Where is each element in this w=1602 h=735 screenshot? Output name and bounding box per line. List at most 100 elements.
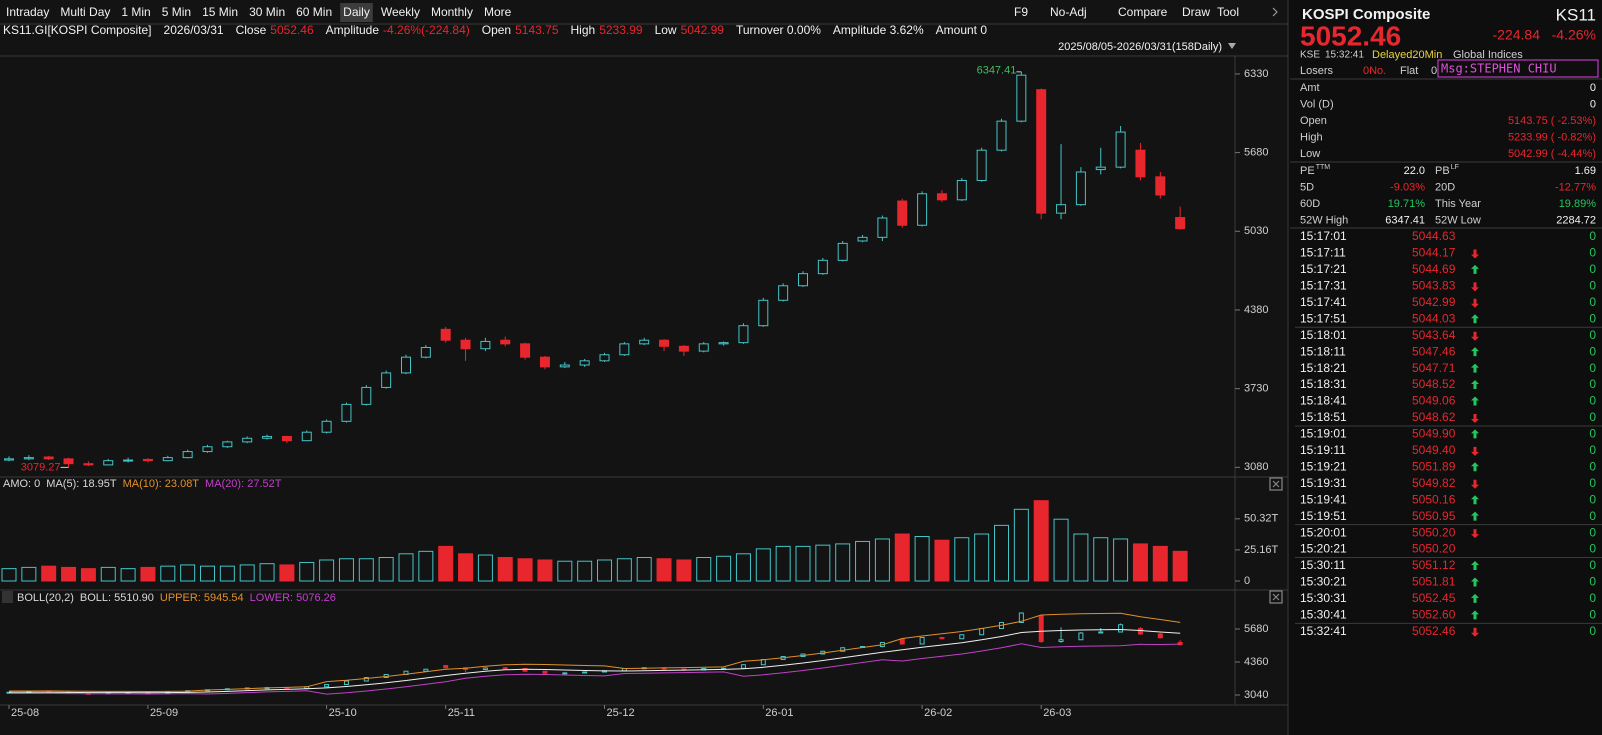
y-tick-label: 3080 [1244, 461, 1268, 473]
tick-vol: 0 [1589, 608, 1596, 622]
stat-label: 60D [1300, 198, 1320, 210]
arrow-up [1471, 264, 1479, 274]
candle-body [678, 345, 689, 352]
tick-price: 5052.45 [1412, 591, 1456, 605]
candle-body [4, 458, 14, 461]
stat-label: PB [1435, 165, 1450, 177]
toolbar-button[interactable]: Draw [1182, 5, 1210, 19]
toolbar-button[interactable]: Compare [1118, 5, 1168, 19]
toolbar-button[interactable]: Weekly [381, 5, 420, 19]
y-tick-label: 4360 [1244, 656, 1268, 668]
volume-bar [914, 536, 930, 582]
range-dropdown[interactable] [1228, 43, 1236, 49]
toolbar-button[interactable]: F9 [1014, 5, 1028, 19]
toolbar-button[interactable]: 60 Min [296, 5, 332, 19]
tick-price: 5049.06 [1412, 394, 1456, 408]
toolbar-button[interactable]: 5 Min [162, 5, 191, 19]
candle-body [539, 356, 550, 368]
arrow-up [1471, 561, 1479, 570]
toolbar-button[interactable]: Monthly [431, 5, 473, 19]
volume-bar [200, 565, 215, 582]
tick-price: 5047.46 [1412, 344, 1456, 358]
candle-body [562, 672, 568, 675]
toolbar-button[interactable]: Intraday [6, 5, 49, 19]
candle-body [919, 637, 925, 645]
candle-body [500, 339, 511, 345]
y-tick-label: 3040 [1244, 689, 1268, 701]
y-tick-label: 5030 [1244, 225, 1268, 237]
legend-item: BOLL: 5510.90 [80, 592, 154, 604]
exchange: KSE [1300, 50, 1320, 61]
tick-price: 5049.90 [1412, 427, 1456, 441]
stat-value: 6347.41 [1385, 214, 1425, 226]
tick-vol: 0 [1589, 575, 1596, 589]
toolbar-button[interactable]: No-Adj [1050, 5, 1087, 19]
stat-value: 22.0 [1404, 165, 1425, 177]
volume-bar [557, 560, 573, 582]
candle-body [242, 437, 253, 443]
volume-bar [299, 561, 315, 582]
delay: Delayed20Min [1372, 49, 1442, 61]
volume-bar [180, 564, 196, 582]
volume-bar [855, 540, 871, 582]
toolbar-button[interactable]: 15 Min [202, 5, 238, 19]
close-icons [1269, 477, 1283, 604]
tick-price: 5047.71 [1412, 361, 1456, 375]
volume-bar [219, 565, 235, 582]
x-tick-label: 26-01 [765, 707, 793, 719]
toolbar-button[interactable]: 1 Min [121, 5, 150, 19]
tick-price: 5049.82 [1412, 476, 1456, 490]
candle-body [659, 339, 670, 347]
candle-body [482, 667, 488, 670]
candle-body [959, 634, 965, 640]
losers-label: Losers [1300, 65, 1334, 77]
global-link[interactable]: Global Indices [1453, 49, 1523, 61]
tick-time: 15:17:41 [1300, 295, 1347, 309]
candle-body [522, 668, 528, 672]
x-tick-label: 26-03 [1043, 707, 1071, 719]
candle-body [917, 193, 928, 226]
tick-time: 15:30:11 [1300, 558, 1346, 572]
y-tick-label: 5680 [1244, 623, 1268, 635]
tick-vol: 0 [1589, 344, 1596, 358]
candle-body [281, 435, 292, 442]
tick-time: 15:19:51 [1300, 509, 1347, 523]
y-tick-label: 0 [1244, 575, 1250, 587]
candle-body [520, 343, 531, 358]
arrow-up [1471, 363, 1479, 373]
volume-bar [636, 557, 652, 582]
x-tick-label: 26-02 [924, 707, 952, 719]
tick-price: 5048.52 [1412, 377, 1456, 391]
info-label: KS11.GI[KOSPI Composite] [3, 23, 152, 37]
tick-time: 15:17:31 [1300, 279, 1347, 293]
losers: 0No. [1363, 65, 1386, 77]
tick-vol: 0 [1589, 624, 1596, 638]
volume-bar [418, 550, 434, 582]
low-label: 3079.27 [21, 461, 61, 473]
quote-name: KOSPI Composite [1302, 6, 1430, 23]
volume-bar [1152, 545, 1168, 582]
toolbar-button[interactable]: Tool [1217, 5, 1239, 19]
toolbar-button[interactable]: Daily [343, 5, 370, 19]
stat-label: 52W High [1300, 214, 1348, 226]
info-value: 5042.99 [681, 23, 725, 37]
volume-bar [874, 538, 890, 582]
date-range: 2025/08/05-2026/03/31(158Daily) [1058, 41, 1222, 53]
help-box[interactable] [2, 591, 13, 603]
toolbar-button[interactable]: Multi Day [60, 5, 110, 19]
toolbar-button[interactable]: 30 Min [249, 5, 285, 19]
volume-bar [338, 558, 354, 582]
toolbar-button[interactable]: More [484, 5, 512, 19]
nav-arrow[interactable] [1272, 7, 1278, 17]
y-tick-label: 3730 [1244, 383, 1268, 395]
candle-body [182, 451, 193, 459]
row-label: High [1300, 131, 1323, 143]
candle-body [1036, 89, 1047, 214]
candle-body [698, 343, 709, 352]
info-label: Amplitude 3.62% [833, 23, 924, 37]
tick-price: 5048.62 [1412, 410, 1456, 424]
x-tick-label: 25-11 [448, 707, 475, 719]
candle-body [381, 372, 392, 388]
flat: 0 [1431, 65, 1437, 77]
arrow-down [1471, 282, 1479, 292]
